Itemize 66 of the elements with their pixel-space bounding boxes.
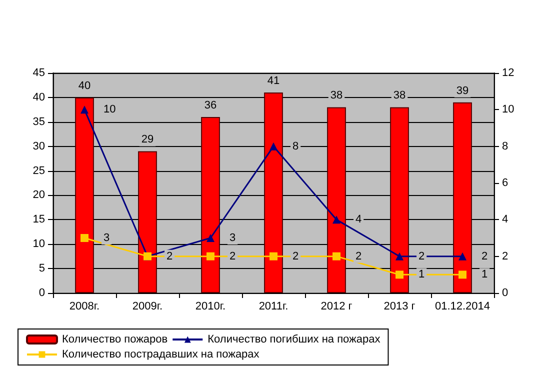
- data-label: 38: [393, 90, 406, 102]
- data-label: 2: [166, 250, 173, 262]
- bar: [327, 107, 346, 293]
- data-label: 38: [330, 90, 343, 102]
- y2-tick-label: 4: [502, 214, 508, 226]
- point: [206, 234, 214, 242]
- data-label: 2: [230, 250, 236, 262]
- point: [332, 252, 340, 260]
- point: [332, 216, 340, 224]
- bar: [453, 102, 472, 293]
- y-tick-label: 20: [32, 189, 45, 202]
- bar: [75, 97, 94, 293]
- y-tick-label: 25: [32, 164, 45, 177]
- x-tick-label: 2013 г: [384, 300, 416, 312]
- point: [396, 270, 404, 279]
- point: [270, 252, 278, 260]
- data-label: 39: [456, 84, 469, 97]
- legend-label: Количество пострадавших на пожарах: [62, 348, 260, 360]
- x-tick-label: 2012 г: [320, 300, 352, 312]
- y2-tick-label: 2: [502, 250, 508, 262]
- data-label: 2: [418, 250, 425, 262]
- point: [80, 106, 88, 114]
- y-tick-label: 5: [38, 262, 45, 275]
- bar: [390, 107, 409, 293]
- bar: [201, 117, 220, 293]
- legend-label: Количество погибших на пожарах: [208, 334, 381, 346]
- bar: [264, 92, 283, 293]
- y2-tick-label: 10: [502, 104, 514, 116]
- y2-tick-label: 0: [502, 287, 508, 299]
- x-tick-label: 2009г.: [132, 300, 163, 312]
- y2-tick-label: 12: [502, 67, 514, 79]
- y-tick-label: 45: [32, 67, 45, 79]
- y-tick-label: 15: [32, 214, 45, 226]
- legend-label: Количество пожаров: [62, 334, 168, 346]
- x-tick-label: 2010г.: [195, 300, 226, 312]
- y-tick-label: 0: [38, 287, 45, 299]
- y-tick-label: 30: [32, 140, 45, 152]
- point: [206, 252, 214, 260]
- data-label: 1: [482, 268, 488, 281]
- data-label: 1: [418, 268, 425, 281]
- point: [458, 252, 466, 260]
- point: [270, 142, 278, 150]
- x-tick-label: 2008г.: [69, 300, 100, 312]
- x-tick-label: 2011г.: [258, 300, 288, 312]
- data-label: 10: [104, 104, 116, 116]
- data-label: 8: [292, 140, 299, 152]
- y2-tick-label: 6: [502, 177, 508, 189]
- data-label: 29: [141, 134, 154, 146]
- data-label: 4: [356, 214, 362, 226]
- data-label: 3: [230, 232, 236, 244]
- y2-tick-label: 8: [502, 140, 508, 152]
- data-label: 2: [292, 250, 299, 262]
- y-tick-label: 40: [32, 91, 45, 104]
- point: [80, 234, 88, 242]
- bar: [138, 151, 157, 293]
- x-tick-label: 01.12.2014: [434, 300, 490, 312]
- data-label: 40: [78, 80, 91, 92]
- point: [458, 270, 466, 279]
- data-label: 41: [267, 75, 280, 88]
- data-label: 2: [356, 250, 362, 262]
- data-label: 2: [482, 250, 488, 262]
- data-label: 3: [104, 232, 110, 244]
- point: [396, 252, 404, 260]
- y-tick-label: 10: [32, 238, 45, 250]
- y-tick-label: 35: [32, 116, 45, 128]
- data-label: 36: [204, 100, 217, 112]
